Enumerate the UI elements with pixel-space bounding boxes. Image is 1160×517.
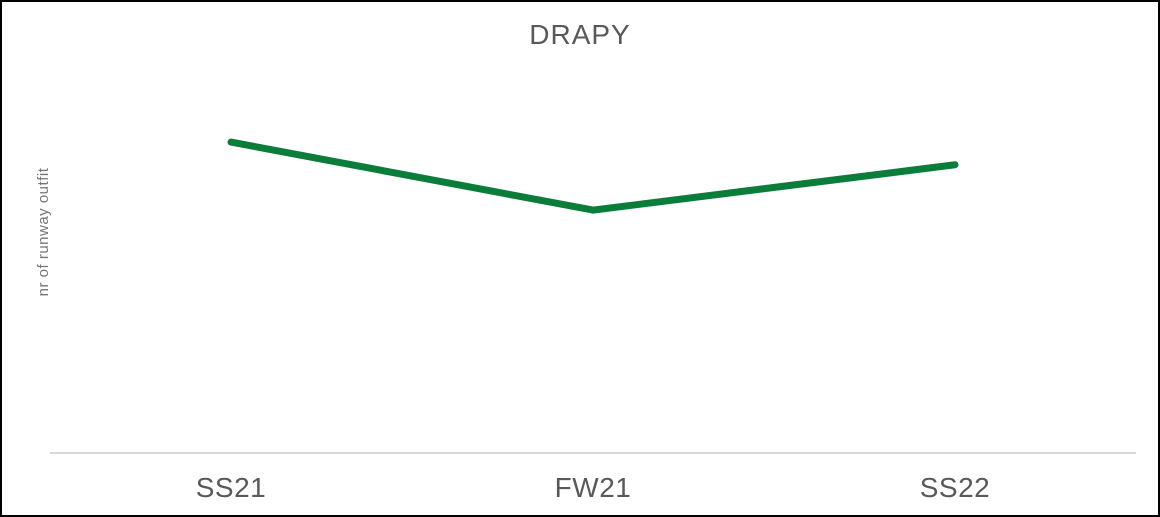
x-tick-label: FW21 bbox=[555, 472, 632, 503]
y-axis-label: nr of runway outfit bbox=[35, 167, 52, 296]
data-point bbox=[590, 207, 596, 214]
chart-title: DRAPY bbox=[529, 19, 630, 50]
x-tick-label: SS22 bbox=[920, 472, 991, 503]
series-line bbox=[227, 138, 959, 214]
data-point bbox=[952, 161, 958, 168]
series-group bbox=[227, 138, 959, 214]
data-point bbox=[228, 139, 234, 146]
x-tick-labels: SS21 FW21 SS22 bbox=[196, 472, 991, 503]
x-tick-label: SS21 bbox=[196, 472, 267, 503]
